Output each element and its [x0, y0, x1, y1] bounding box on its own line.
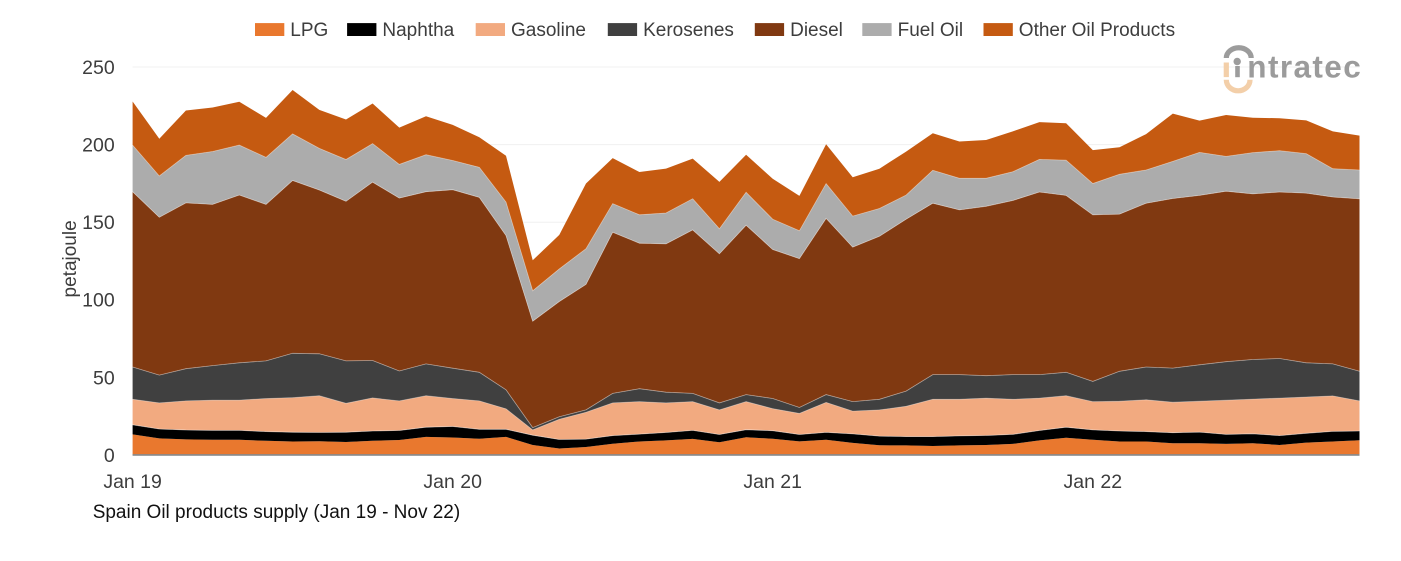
svg-text:Diesel: Diesel: [790, 20, 843, 41]
svg-text:Jan 21: Jan 21: [743, 471, 802, 493]
svg-text:Jan 20: Jan 20: [423, 471, 482, 493]
svg-text:150: 150: [82, 212, 115, 234]
svg-text:Kerosenes: Kerosenes: [643, 20, 734, 41]
svg-text:Spain Oil products supply (Jan: Spain Oil products supply (Jan 19 - Nov …: [93, 502, 461, 523]
svg-text:50: 50: [93, 367, 115, 389]
svg-text:Jan 19: Jan 19: [103, 471, 162, 493]
svg-text:Gasoline: Gasoline: [511, 20, 586, 41]
svg-text:ntratec: ntratec: [1247, 48, 1362, 84]
svg-text:0: 0: [104, 445, 115, 467]
svg-text:Other Oil Products: Other Oil Products: [1019, 20, 1175, 41]
svg-text:250: 250: [82, 57, 115, 79]
svg-text:100: 100: [82, 290, 115, 312]
svg-text:200: 200: [82, 134, 115, 156]
svg-text:Naphtha: Naphtha: [382, 20, 454, 41]
svg-text:Fuel Oil: Fuel Oil: [898, 20, 963, 41]
svg-text:petajoule: petajoule: [60, 220, 81, 297]
svg-text:LPG: LPG: [290, 20, 328, 41]
svg-text:Jan 22: Jan 22: [1064, 471, 1123, 493]
